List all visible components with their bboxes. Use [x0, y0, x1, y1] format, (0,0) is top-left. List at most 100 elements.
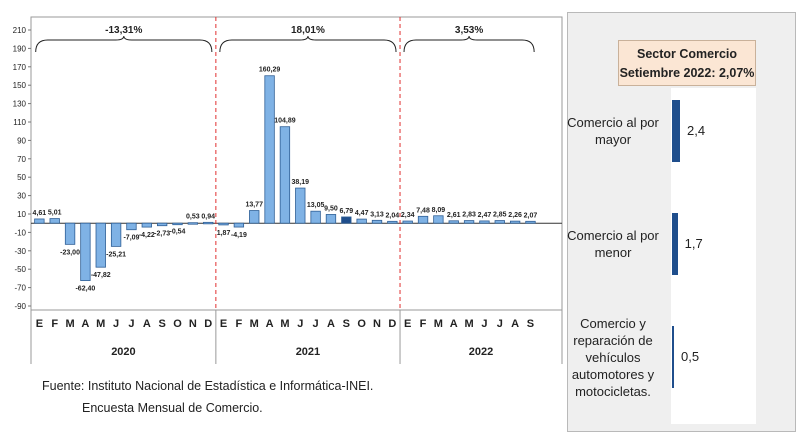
bar-value-label: 2,85 — [493, 212, 507, 219]
bar — [218, 222, 229, 226]
y-tick-label: -90 — [14, 302, 26, 311]
y-tick-label: 150 — [13, 81, 27, 90]
y-tick-label: 210 — [13, 26, 27, 35]
period-growth-label: -13,31% — [105, 25, 142, 36]
month-label: M — [96, 318, 105, 330]
bar — [141, 222, 152, 228]
bar-value-label: 9,50 — [324, 205, 338, 212]
sector-bars-area — [671, 88, 756, 424]
bar-value-label: 1,87 — [217, 230, 231, 237]
bar-value-label: 2,47 — [478, 212, 492, 219]
month-label: A — [81, 318, 89, 330]
sector-category-label-line: Comercio al por — [567, 115, 659, 130]
sector-category-label: Comercio al por menor — [558, 227, 668, 261]
y-tick-label: -70 — [14, 284, 26, 293]
sector-title-line2: Setiembre 2022: 2,07% — [619, 66, 755, 80]
bar — [49, 218, 60, 224]
sector-bar — [672, 100, 680, 162]
bar-value-label: -4,19 — [231, 232, 247, 239]
bar-value-label: 7,48 — [416, 207, 430, 214]
bar — [126, 222, 137, 231]
sector-category-label-line: motocicletas. — [575, 383, 651, 399]
bar — [448, 220, 459, 224]
month-label: F — [51, 318, 58, 330]
bar — [341, 216, 352, 224]
source-note: Fuente: Instituto Nacional de Estadístic… — [42, 375, 373, 419]
bar-value-label: -47,82 — [91, 272, 111, 279]
source-line-2: Encuesta Mensual de Comercio. — [82, 401, 263, 415]
bar-value-label: 5,01 — [48, 210, 62, 217]
sector-category-label-line: menor — [594, 245, 632, 260]
period-growth-label: 18,01% — [291, 25, 325, 36]
bar — [249, 210, 260, 224]
month-label: J — [481, 318, 487, 330]
month-label: A — [266, 318, 274, 330]
month-label: D — [204, 318, 212, 330]
sector-category-label-line: reparación de — [573, 332, 653, 348]
y-tick-label: -10 — [14, 228, 26, 237]
bar-value-label: 8,09 — [432, 207, 446, 214]
bar — [64, 222, 76, 245]
month-label: O — [357, 318, 366, 330]
plot-frame — [30, 16, 563, 311]
y-tick-label: 30 — [17, 192, 26, 201]
month-label: F — [420, 318, 427, 330]
month-label: E — [36, 318, 43, 330]
bar — [295, 187, 306, 224]
sector-category-label: Comercio al por mayor — [558, 114, 668, 148]
year-label: 2022 — [469, 346, 493, 358]
bar — [279, 126, 291, 224]
month-label: J — [313, 318, 319, 330]
sector-category-label-line: mayor — [594, 132, 632, 147]
bar-value-label: 2,61 — [447, 212, 461, 219]
bar — [203, 221, 214, 225]
month-label: M — [280, 318, 289, 330]
y-tick-label: 190 — [13, 44, 27, 53]
period-growth-label: 3,53% — [455, 25, 483, 36]
bar — [80, 222, 91, 282]
month-label: N — [373, 318, 381, 330]
month-label: M — [434, 318, 443, 330]
bar — [110, 222, 122, 247]
bar-value-label: 13,77 — [245, 202, 263, 209]
sector-value-label: 2,4 — [687, 123, 706, 138]
bar-value-label: 4,61 — [33, 210, 47, 217]
bar-value-label: 38,19 — [292, 179, 310, 186]
bar — [509, 220, 521, 224]
bar — [479, 220, 490, 224]
bar — [34, 218, 45, 224]
year-label: 2021 — [296, 346, 320, 358]
period-bracket — [403, 35, 535, 53]
bar-value-label: 2,26 — [508, 212, 522, 219]
y-tick-label: 110 — [13, 118, 26, 127]
bar — [325, 214, 337, 224]
month-label: M — [250, 318, 259, 330]
period-bracket — [35, 35, 213, 53]
bar — [525, 220, 536, 224]
month-label: A — [450, 318, 458, 330]
bar — [187, 222, 198, 225]
month-label: S — [343, 318, 350, 330]
month-label: M — [65, 318, 74, 330]
bar — [356, 218, 367, 224]
bar-value-label: 2,04 — [386, 212, 400, 219]
sector-panel-title: Sector Comercio Setiembre 2022: 2,07% — [618, 40, 756, 86]
month-label: J — [297, 318, 303, 330]
bar-value-label: -0,54 — [170, 229, 186, 236]
bar-value-label: 0,94 — [201, 213, 215, 220]
bar-value-label: 160,29 — [259, 67, 281, 74]
bar — [371, 219, 383, 224]
sector-category-label: Comercio y reparación de vehículos automoto… — [558, 315, 668, 400]
month-label: F — [236, 318, 243, 330]
month-label: D — [388, 318, 396, 330]
y-tick-label: 90 — [17, 136, 26, 145]
bar-value-label: 2,07 — [524, 212, 538, 219]
period-bracket — [219, 35, 397, 53]
bar-value-label: -2,73 — [154, 231, 170, 238]
bar — [172, 222, 183, 226]
bar-value-label: 0,53 — [186, 214, 200, 221]
bar — [417, 215, 429, 224]
bar-value-label: 4,47 — [355, 210, 369, 217]
bar — [95, 222, 106, 268]
bar — [433, 215, 444, 224]
